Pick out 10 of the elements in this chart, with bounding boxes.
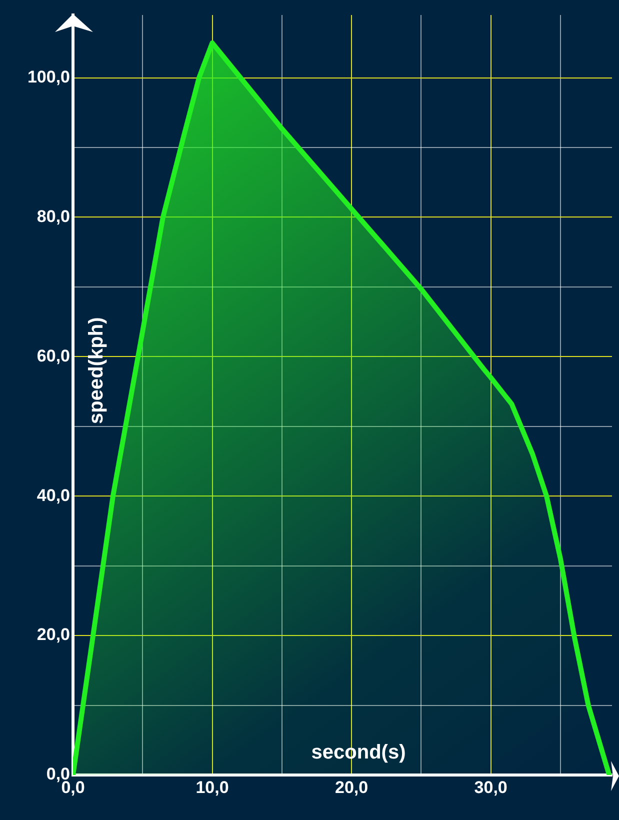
x-tick-label: 30,0 [474,778,508,797]
x-tick-label: 20,0 [335,778,368,797]
y-tick-label: 100,0 [27,67,70,86]
y-tick-label: 80,0 [36,206,70,226]
y-tick-label: 0,0 [46,764,70,784]
y-tick-label: 20,0 [36,625,70,644]
y-tick-label: 40,0 [36,486,70,505]
x-tick-label: 10,0 [196,778,229,797]
y-tick-label: 60,0 [36,346,70,366]
y-axis-title: speed(kph) [86,317,108,424]
